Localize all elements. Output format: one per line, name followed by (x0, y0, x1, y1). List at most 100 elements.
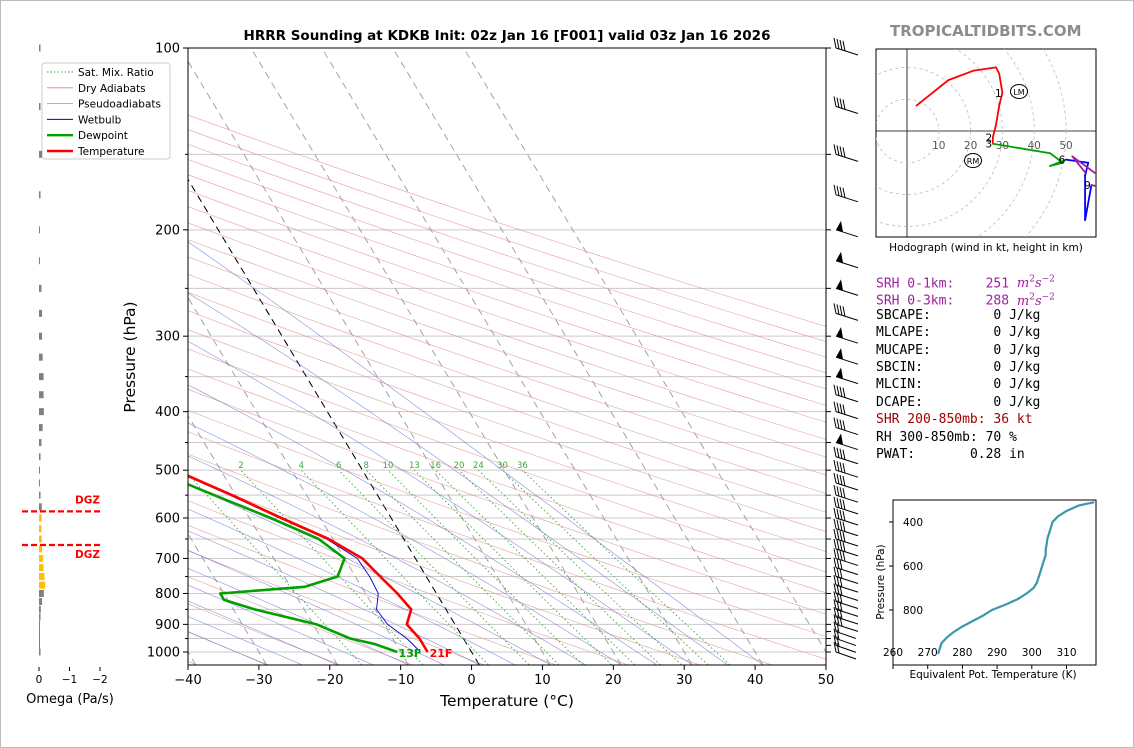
barb-shaft (835, 616, 859, 625)
hodograph-segment (1049, 158, 1067, 167)
barb-shaft (835, 312, 859, 321)
wind-barb (833, 538, 859, 557)
x-tick-label: −20 (316, 673, 343, 688)
wind-barb (833, 401, 859, 420)
barb-shaft (835, 456, 859, 465)
dry-adiabat-line (188, 291, 826, 513)
barb-feather (836, 497, 840, 508)
parameter-value: 70 (985, 429, 1002, 445)
hodograph-ring (876, 98, 940, 164)
barb-feather (836, 558, 840, 569)
rm-marker-label: RM (967, 157, 980, 166)
omega-bar (39, 226, 40, 234)
barb-feather (833, 37, 837, 49)
wind-barb (833, 384, 859, 403)
barb-shaft (835, 469, 859, 478)
y-tick-label: 200 (155, 223, 180, 238)
parameter-row: MLCAPE: 0 J/kg (876, 324, 1055, 341)
omega-bar (39, 545, 43, 553)
hodograph-ring (976, 49, 1035, 237)
barb-feather (833, 96, 837, 107)
wind-barb (833, 507, 859, 526)
wind-barbs (833, 37, 859, 660)
parameter-row: SHR 200-850mb: 36 kt (876, 411, 1055, 428)
wind-barb (835, 348, 859, 365)
omega-bar (39, 424, 43, 432)
dry-adiabat-line (188, 310, 826, 532)
theta-e-x-tick-label: 260 (883, 647, 903, 659)
omega-axis-title: Omega (Pa/s) (26, 692, 114, 707)
barb-shaft (835, 567, 859, 576)
barb-shaft (835, 442, 859, 451)
parameter-unit: J/kg (1009, 307, 1041, 323)
y-tick-label: 100 (155, 42, 180, 57)
wind-barb (833, 144, 859, 162)
x-tick-label: 30 (676, 673, 693, 688)
y-tick-label: 600 (155, 512, 180, 527)
parameter-spacer (978, 430, 986, 445)
omega-bar (39, 353, 43, 361)
wind-barb (833, 528, 859, 547)
omega-bar (39, 373, 44, 381)
barb-feather (836, 642, 840, 654)
hodograph-ring (876, 67, 971, 195)
barb-feather (833, 635, 837, 646)
dry-adiabat-line (188, 114, 826, 327)
mixing-ratio-label: 8 (363, 461, 368, 471)
hodograph-caption: Hodograph (wind in kt, height in km) (889, 242, 1083, 254)
barb-feather (839, 540, 843, 551)
x-tick-label: 10 (534, 673, 551, 688)
hodograph-segment (1071, 155, 1086, 174)
barb-feather (839, 550, 843, 561)
pseudoadiabat-line (188, 616, 303, 665)
omega-bar (39, 257, 40, 265)
barb-shaft (835, 548, 859, 557)
omega-bar (39, 408, 44, 416)
x-tick-label: 0 (467, 673, 475, 688)
wetbulb-profile-line (188, 476, 421, 653)
barb-shaft (835, 644, 857, 653)
wind-barb (833, 460, 859, 478)
barb-shaft (835, 528, 859, 537)
y-axis-title: Pressure (hPa) (121, 301, 139, 412)
pseudoadiabat-line (188, 584, 374, 665)
barb-feather (836, 629, 840, 640)
unit-base: m (1016, 293, 1030, 309)
barb-feather (833, 538, 837, 549)
barb-feather (836, 529, 840, 541)
chart-title: HRRR Sounding at KDKB Init: 02z Jan 16 [… (244, 28, 771, 44)
barb-feather (833, 566, 837, 577)
hodograph-ring (1024, 49, 1067, 237)
dry-adiabat-line (188, 129, 826, 342)
barb-feather (839, 530, 843, 542)
omega-tick-label: −2 (92, 674, 107, 686)
pseudoadiabat-line (188, 550, 444, 665)
omega-panel: DGZ DGZ 0 −1 −2 Omega (Pa/s) (22, 44, 114, 707)
omega-bar (39, 503, 42, 511)
parameter-unit: m2s−2 (1017, 275, 1055, 291)
barb-feather (836, 592, 840, 603)
barb-feather (836, 622, 840, 633)
hodograph-segment (998, 72, 1004, 94)
theta-e-x-tick-label: 270 (918, 647, 938, 659)
barb-feather (833, 591, 837, 602)
omega-bar (39, 284, 42, 292)
barb-feather (836, 600, 840, 611)
hodograph-height-label: 2 (986, 132, 993, 144)
barb-feather (833, 460, 837, 471)
barb-feather (839, 39, 843, 51)
mixing-ratio-line (188, 473, 363, 665)
wind-barb (833, 417, 859, 436)
barb-shaft (835, 376, 859, 385)
mixing-ratio-label: 13 (409, 461, 420, 471)
barb-feather (833, 614, 837, 625)
hodograph-segment (998, 91, 1004, 107)
parameter-value: 0 (993, 394, 1002, 410)
wind-barb (833, 591, 859, 610)
parameter-row: MUCAPE: 0 J/kg (876, 342, 1055, 359)
y-tick-label: 300 (155, 330, 180, 345)
dry-adiabat-line (188, 476, 700, 665)
theta-e-y-tick-label: 600 (903, 561, 923, 573)
barb-shaft (835, 260, 859, 269)
